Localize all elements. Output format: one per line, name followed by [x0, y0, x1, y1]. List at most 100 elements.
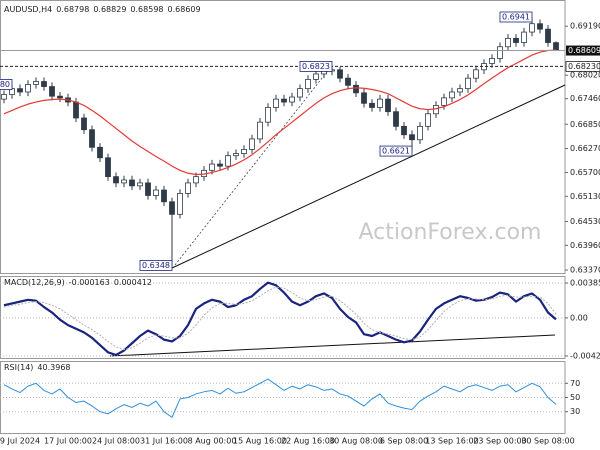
macd-trend-line: [109, 334, 556, 357]
candle-body: [1, 94, 7, 100]
candle-body: [497, 46, 503, 59]
trend-line: [171, 84, 566, 269]
pane-title: RSI(14): [4, 363, 33, 372]
series-line: [3, 378, 557, 418]
pane-title: AUDUSD,H4: [4, 5, 52, 14]
candle-body: [257, 121, 263, 140]
candle-body: [49, 86, 55, 97]
y-tick-label: 0.65700: [570, 168, 600, 177]
x-tick-label: 9 Jul 2024: [0, 437, 40, 446]
pivot-label: 0.6780: [0, 80, 10, 89]
candle-body: [345, 77, 351, 86]
pivot-label: 0.6941: [502, 12, 530, 21]
projection-line: [174, 67, 331, 266]
candle-body: [465, 77, 471, 90]
candle-body: [417, 125, 423, 141]
candle-body: [353, 84, 359, 94]
x-tick-label: 23 Sep 00:00: [473, 437, 526, 446]
y-tick-label: 0.64530: [570, 217, 600, 226]
candle-body: [33, 81, 39, 85]
y-tick-label: 50: [570, 393, 580, 402]
candle-body: [137, 182, 143, 187]
pivot-box: [139, 260, 173, 271]
candle-body: [177, 192, 183, 215]
x-tick-label: 30 Sep 08:00: [521, 437, 574, 446]
candle-body: [209, 163, 215, 171]
candle-body: [521, 31, 527, 43]
candle-body: [305, 79, 311, 90]
pane-header: MACD(12,26,9) -0.000163 0.000412: [4, 278, 152, 287]
pivot-box: [499, 11, 533, 23]
pivot-box: [299, 61, 333, 72]
candle-body: [377, 98, 383, 108]
candle-body: [113, 176, 119, 184]
y-tick-label: 0.00: [570, 313, 588, 322]
candle-body: [545, 28, 551, 43]
pivot-box: [0, 79, 13, 90]
candle-body: [105, 157, 111, 178]
y-tick-label: 0.63960: [570, 241, 600, 250]
pivot-label: 0.6348: [142, 261, 170, 270]
candle-body: [265, 107, 271, 123]
y-tick-label: 0.67460: [570, 94, 600, 103]
x-tick-label: 8 Aug 00:00: [188, 437, 237, 446]
candle-body: [121, 179, 127, 184]
y-tick-label: 0.65130: [570, 192, 600, 201]
candle-body: [241, 148, 247, 154]
x-tick-label: 6 Sep 08:00: [380, 437, 428, 446]
candle-body: [17, 88, 23, 93]
pivot-box: [379, 145, 413, 157]
candle-body: [41, 81, 47, 87]
x-tick-label: 30 Aug 08:00: [329, 437, 383, 446]
candle-body: [25, 84, 31, 93]
candle-body: [73, 101, 79, 119]
watermark: ActionForex.com: [359, 220, 542, 245]
candle-body: [185, 182, 191, 194]
y-tick-label: 0.69190: [570, 22, 600, 31]
candle-body: [401, 125, 407, 136]
candle-body: [233, 153, 239, 157]
candle-body: [505, 37, 511, 48]
candle-body: [537, 23, 543, 30]
candle-body: [449, 91, 455, 99]
candle-body: [161, 189, 167, 203]
candle-body: [129, 179, 135, 187]
y-tick-label: 30: [570, 407, 580, 416]
header-value: 0.000412: [114, 278, 152, 287]
header-value: 0.68829: [93, 5, 126, 14]
candle-body: [433, 104, 439, 115]
x-tick-label: 13 Sep 16:00: [425, 437, 478, 446]
header-value: 0.68598: [130, 5, 163, 14]
candle-body: [393, 111, 399, 127]
candle-body: [249, 138, 255, 150]
y-tick-label: 0.68020: [570, 71, 600, 80]
pane-header: RSI(14) 40.3968: [4, 363, 71, 372]
y-tick-label: 0.66850: [570, 120, 600, 129]
candle-body: [361, 92, 367, 104]
header-value: -0.000163: [69, 278, 110, 287]
header-value: 40.3968: [37, 363, 70, 372]
candle-body: [193, 176, 199, 184]
candle-body: [529, 23, 535, 33]
x-tick-label: 22 Aug 16:00: [281, 437, 335, 446]
candle-body: [489, 58, 495, 64]
pane-title: MACD(12,26,9): [4, 278, 65, 287]
price-box: [566, 45, 600, 56]
candle-body: [409, 134, 415, 141]
candle-body: [145, 182, 151, 196]
header-value: 0.68609: [168, 5, 201, 14]
x-tick-label: 15 Aug 16:00: [233, 437, 287, 446]
y-tick-label: 0.63370: [570, 266, 600, 275]
candle-body: [289, 96, 295, 103]
candle-body: [313, 73, 319, 80]
y-tick-label: 0.66270: [570, 144, 600, 153]
candle-body: [425, 113, 431, 127]
header-value: 0.68798: [56, 5, 89, 14]
series-line: [3, 281, 557, 357]
candle-body: [457, 88, 463, 93]
candle-body: [81, 117, 87, 131]
candle-body: [473, 69, 479, 79]
